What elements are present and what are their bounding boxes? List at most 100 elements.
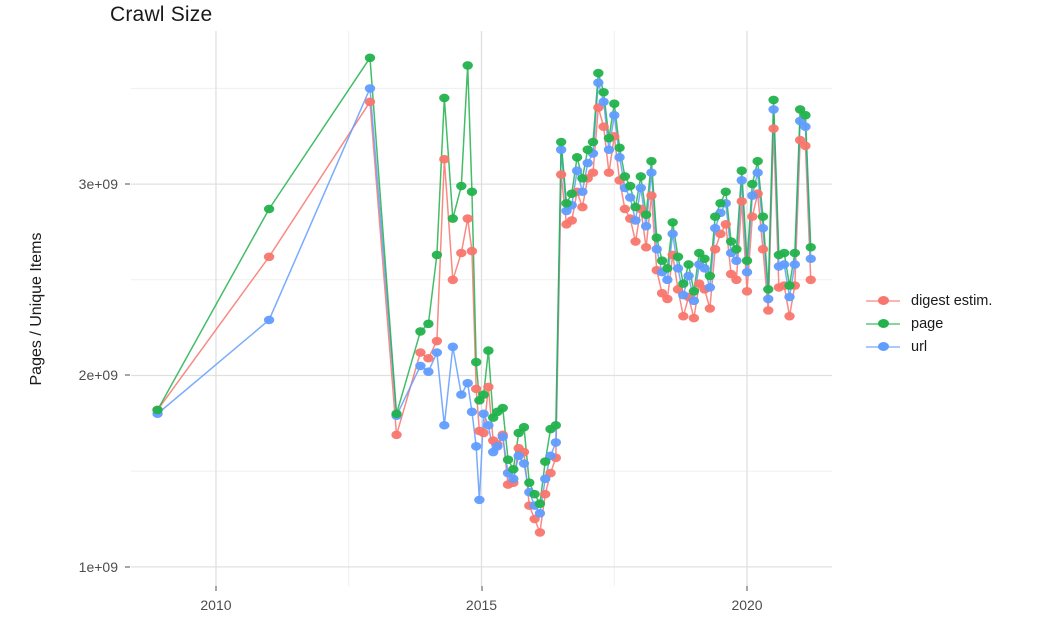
data-point [763, 294, 774, 304]
data-point [651, 233, 662, 242]
data-point [805, 242, 816, 252]
data-point [462, 378, 473, 388]
data-point [651, 244, 662, 254]
data-point [752, 168, 763, 177]
data-point [456, 390, 467, 399]
data-point [747, 179, 758, 189]
data-point [619, 204, 631, 214]
data-point [736, 197, 747, 206]
data-point [720, 187, 731, 197]
legend-item-url[interactable]: url [866, 335, 1046, 358]
data-point [447, 342, 459, 352]
data-point [630, 237, 641, 246]
data-point [747, 212, 758, 221]
data-point [582, 145, 593, 154]
data-point [741, 256, 753, 265]
data-point [571, 166, 583, 176]
legend-label: page [911, 315, 944, 332]
data-point [561, 198, 572, 208]
data-point [391, 409, 402, 419]
data-point [678, 290, 689, 300]
data-point [763, 285, 774, 294]
data-point [555, 170, 567, 179]
data-point [587, 168, 599, 177]
x-tick-mark [746, 586, 748, 591]
y-tick-mark [125, 183, 130, 185]
data-point [497, 403, 508, 413]
data-point [768, 95, 779, 105]
legend-label: url [911, 338, 928, 355]
y-tick-label: 1e+09 [78, 558, 118, 575]
series-points-digest-estim- [152, 97, 816, 537]
data-point [529, 489, 540, 499]
legend: digest estim. page url [866, 289, 1046, 358]
data-point [497, 432, 508, 442]
data-point [699, 254, 710, 264]
data-point [731, 244, 742, 254]
x-tick-label: 2020 [731, 597, 763, 613]
data-point [741, 286, 753, 296]
data-point [483, 346, 494, 355]
data-point [470, 441, 482, 451]
data-point [683, 260, 694, 269]
data-point [439, 154, 450, 164]
data-point [555, 145, 567, 154]
data-point [678, 279, 689, 288]
data-point [662, 294, 673, 304]
data-point [534, 528, 546, 537]
data-point [470, 384, 482, 394]
legend-item-digest-estim-[interactable]: digest estim. [866, 289, 1046, 312]
legend-dot [878, 318, 889, 328]
data-point [598, 97, 609, 107]
data-point [688, 286, 700, 296]
data-point [800, 110, 811, 120]
data-point [540, 457, 551, 466]
data-point [577, 187, 588, 197]
data-point [478, 409, 489, 419]
data-point [662, 264, 673, 273]
data-point [667, 218, 678, 227]
data-point [513, 451, 524, 461]
data-point [593, 68, 604, 78]
data-point [364, 84, 376, 93]
data-point [478, 390, 489, 399]
data-point [784, 311, 795, 321]
legend-key-icon [866, 337, 900, 357]
data-point [577, 174, 588, 183]
x-tick-mark [481, 586, 482, 591]
data-point [715, 198, 726, 208]
data-point [474, 495, 485, 505]
data-point [709, 244, 721, 254]
data-point [598, 87, 609, 97]
data-point [757, 244, 769, 254]
data-point [731, 256, 742, 265]
data-point [800, 141, 811, 151]
legend-dot [878, 295, 889, 305]
data-point [550, 438, 562, 447]
data-point [625, 193, 636, 202]
data-point [456, 181, 467, 191]
legend-item-page[interactable]: page [866, 312, 1046, 335]
data-point [646, 156, 657, 166]
data-point [152, 405, 163, 415]
data-point [431, 348, 443, 357]
data-point [534, 508, 546, 518]
data-point [466, 187, 478, 197]
data-point [789, 248, 801, 258]
data-point [609, 99, 620, 109]
data-point [466, 246, 478, 256]
data-point [483, 382, 494, 392]
data-point [704, 304, 716, 313]
data-point [688, 313, 700, 323]
data-point [635, 183, 647, 193]
data-point [447, 275, 459, 285]
data-point [492, 441, 503, 451]
data-point [614, 153, 625, 162]
data-point [550, 420, 562, 430]
data-point [439, 93, 450, 103]
data-point [672, 264, 684, 273]
data-point [466, 407, 478, 417]
data-point [478, 428, 489, 438]
data-point [456, 248, 467, 258]
